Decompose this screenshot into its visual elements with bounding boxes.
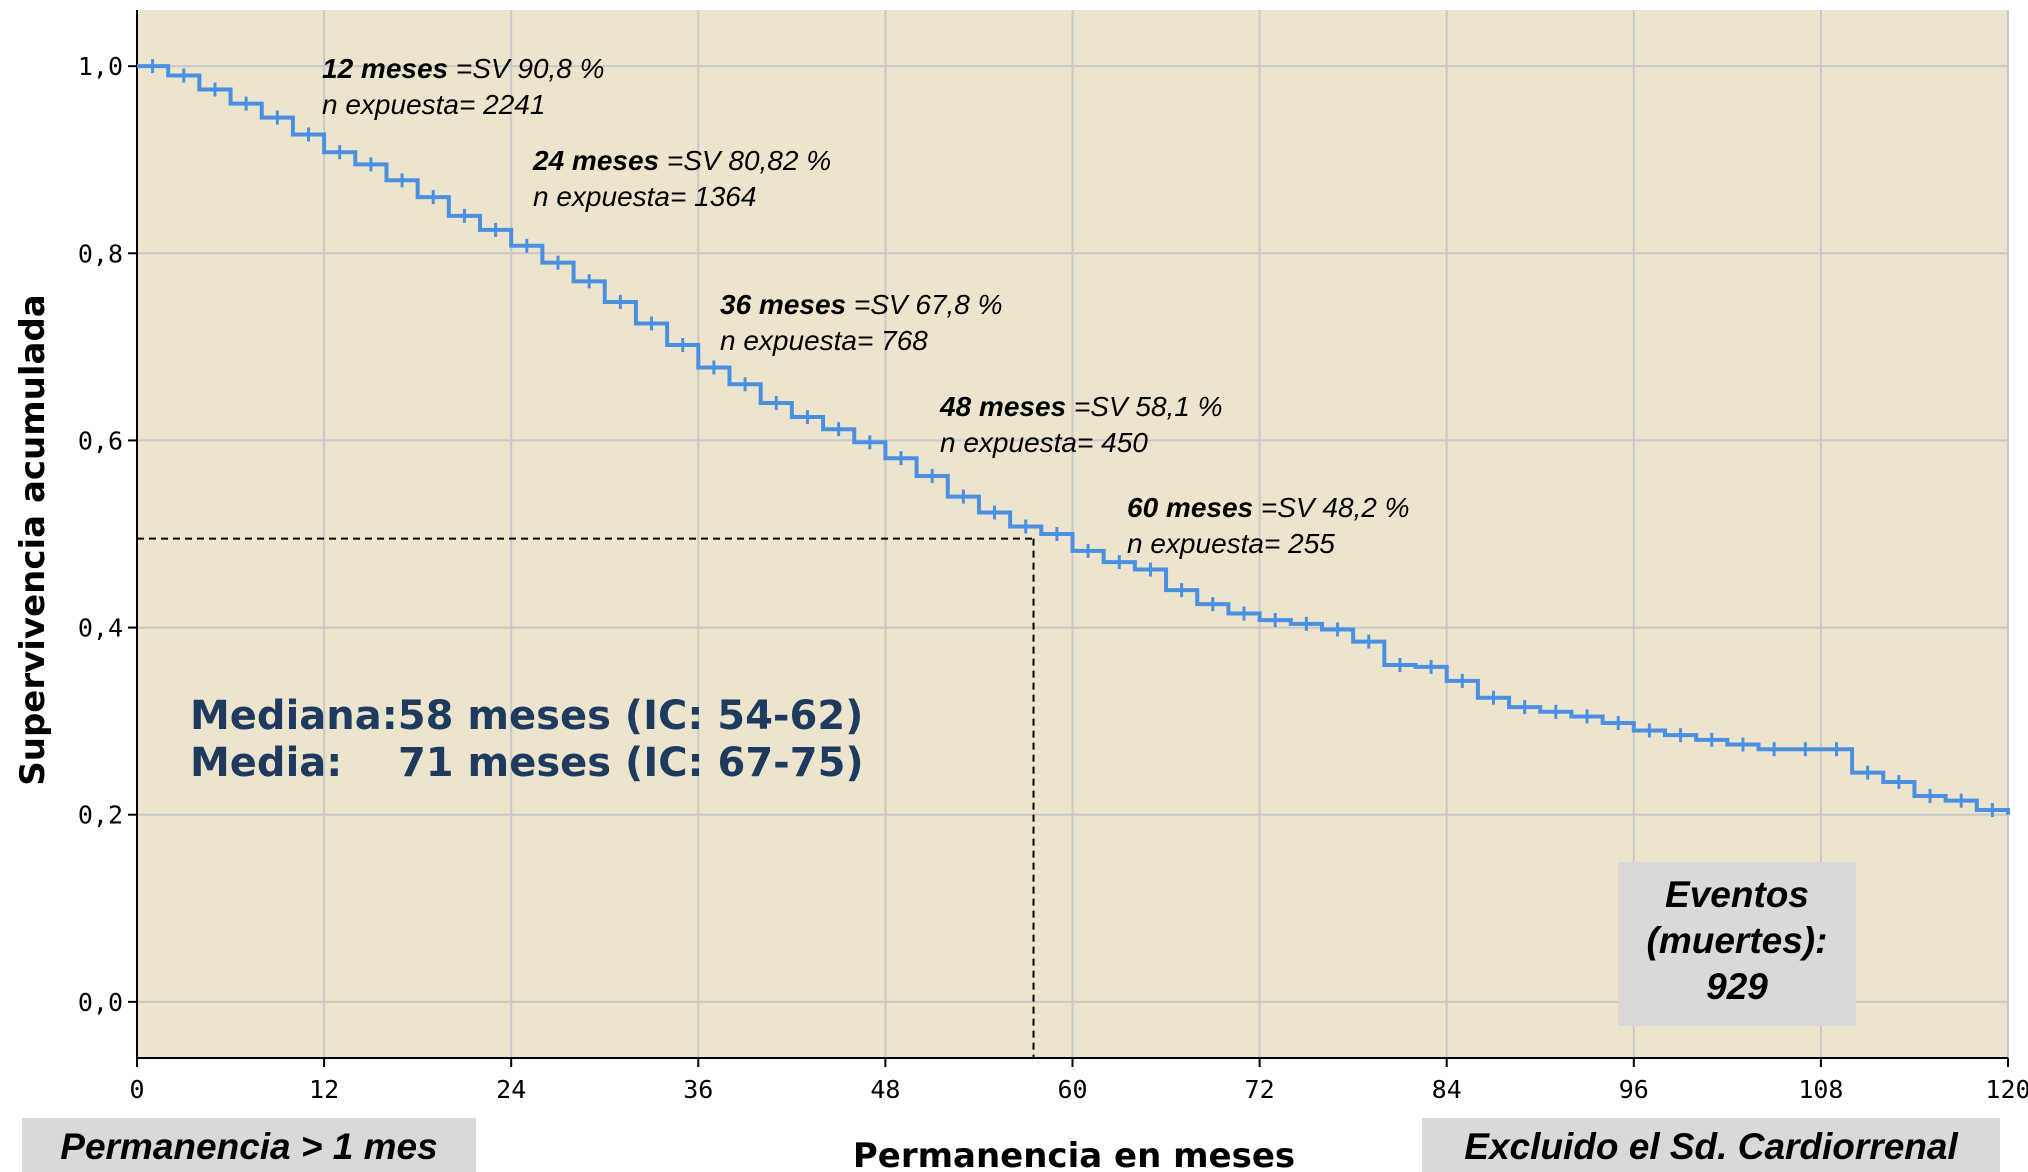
annotation-line-1: 60 meses =SV 48,2 %	[1127, 492, 1410, 523]
annotation-month: 48 meses	[939, 391, 1066, 422]
annotation-survival: =SV 67,8 %	[846, 289, 1002, 320]
exclusion-label: Excluido el Sd. Cardiorrenal	[1464, 1126, 1958, 1167]
x-tick-label: 48	[870, 1075, 900, 1104]
y-tick-label: 1,0	[78, 52, 123, 81]
survival-curve	[137, 59, 2010, 818]
annotation-line-2: n expuesta= 255	[1127, 528, 1335, 559]
events-line-2: (muertes):	[1646, 920, 1828, 961]
survival-step-line	[137, 64, 2010, 815]
events-line-1: Eventos	[1665, 874, 1809, 915]
annotation-survival: =SV 90,8 %	[448, 53, 604, 84]
annotation-line-1: 48 meses =SV 58,1 %	[939, 391, 1223, 422]
axes	[128, 10, 2009, 1067]
y-axis-label: Supervivencia acumulada	[13, 294, 53, 786]
annotation-line-2: n expuesta= 2241	[322, 89, 545, 120]
y-tick-label: 0,8	[78, 239, 123, 268]
annotations: 12 meses =SV 90,8 % n expuesta= 2241 24 me…	[322, 53, 1410, 559]
annotation-survival: =SV 58,1 %	[1066, 391, 1222, 422]
x-tick-label: 60	[1057, 1075, 1087, 1104]
y-tick-label: 0,2	[78, 801, 123, 830]
annotation-survival: =SV 48,2 %	[1253, 492, 1409, 523]
annotation-line-2: n expuesta= 1364	[533, 181, 756, 212]
annotation-month: 24 meses	[532, 145, 659, 176]
median-marker	[137, 537, 1035, 1058]
x-axis-label: Permanencia en meses	[853, 1136, 1295, 1172]
events-line-3: 929	[1706, 966, 1768, 1007]
events-box: Eventos (muertes): 929	[1618, 862, 1856, 1026]
x-tick-label: 96	[1619, 1075, 1649, 1104]
annotation-survival: =SV 80,82 %	[659, 145, 831, 176]
mean-summary: Media: 71 meses (IC: 67-75)	[190, 740, 864, 786]
x-tick-label: 36	[683, 1075, 713, 1104]
x-tick-label: 24	[496, 1075, 526, 1104]
annotation-line-1: 12 meses =SV 90,8 %	[322, 53, 605, 84]
tick-labels: 0 12 24 36 48 60 72 84 96 108 120 0,0 0,2 0,4 0,6 0,8 1,…	[78, 52, 2028, 1104]
cohort-label-box: Permanencia > 1 mes	[22, 1118, 476, 1172]
annotation-line-2: n expuesta= 450	[940, 427, 1148, 458]
annotation-line-1: 36 meses =SV 67,8 %	[720, 289, 1003, 320]
x-tick-label: 108	[1798, 1075, 1843, 1104]
cohort-label: Permanencia > 1 mes	[60, 1126, 438, 1167]
y-tick-label: 0,6	[78, 426, 123, 455]
median-summary: Mediana:58 meses (IC: 54-62)	[190, 693, 863, 739]
annotation-line-1: 24 meses =SV 80,82 %	[532, 145, 831, 176]
y-tick-label: 0,0	[78, 988, 123, 1017]
x-tick-label: 0	[129, 1075, 144, 1104]
x-tick-label: 72	[1245, 1075, 1275, 1104]
y-tick-label: 0,4	[78, 614, 123, 643]
x-tick-label: 120	[1985, 1075, 2028, 1104]
annotation-line-2: n expuesta= 768	[720, 325, 928, 356]
annotation-month: 36 meses	[720, 289, 846, 320]
x-tick-label: 12	[309, 1075, 339, 1104]
exclusion-label-box: Excluido el Sd. Cardiorrenal	[1422, 1118, 2000, 1172]
x-tick-label: 84	[1432, 1075, 1462, 1104]
annotation-month: 60 meses	[1127, 492, 1253, 523]
annotation-month: 12 meses	[322, 53, 448, 84]
